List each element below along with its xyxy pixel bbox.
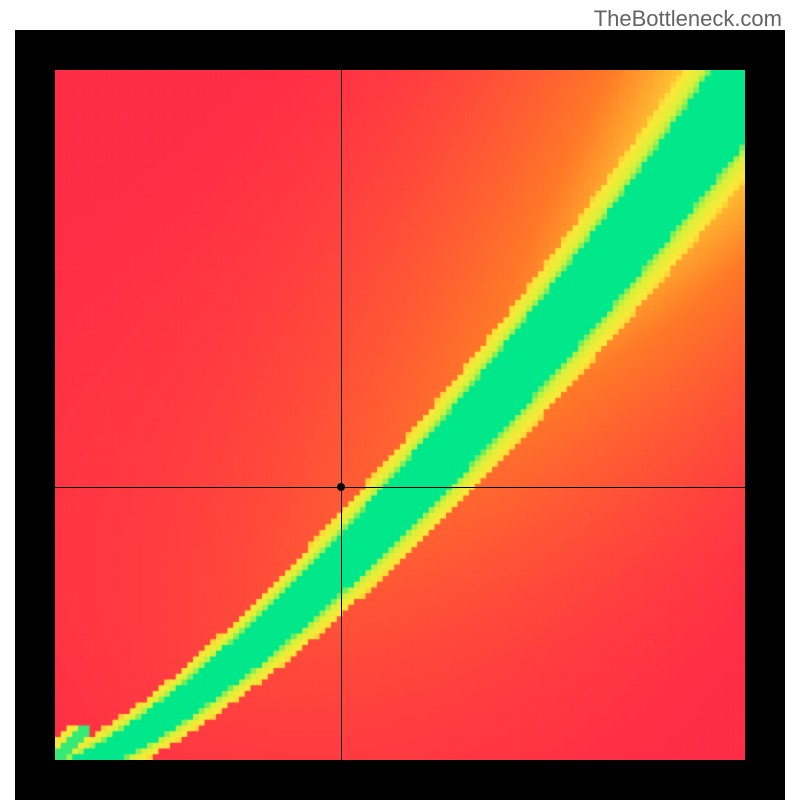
crosshair-marker <box>337 483 345 491</box>
chart-container: TheBottleneck.com <box>0 0 800 800</box>
crosshair-vertical <box>341 70 342 760</box>
watermark-text: TheBottleneck.com <box>594 6 782 32</box>
crosshair-horizontal <box>55 487 745 488</box>
bottleneck-heatmap <box>55 70 745 760</box>
